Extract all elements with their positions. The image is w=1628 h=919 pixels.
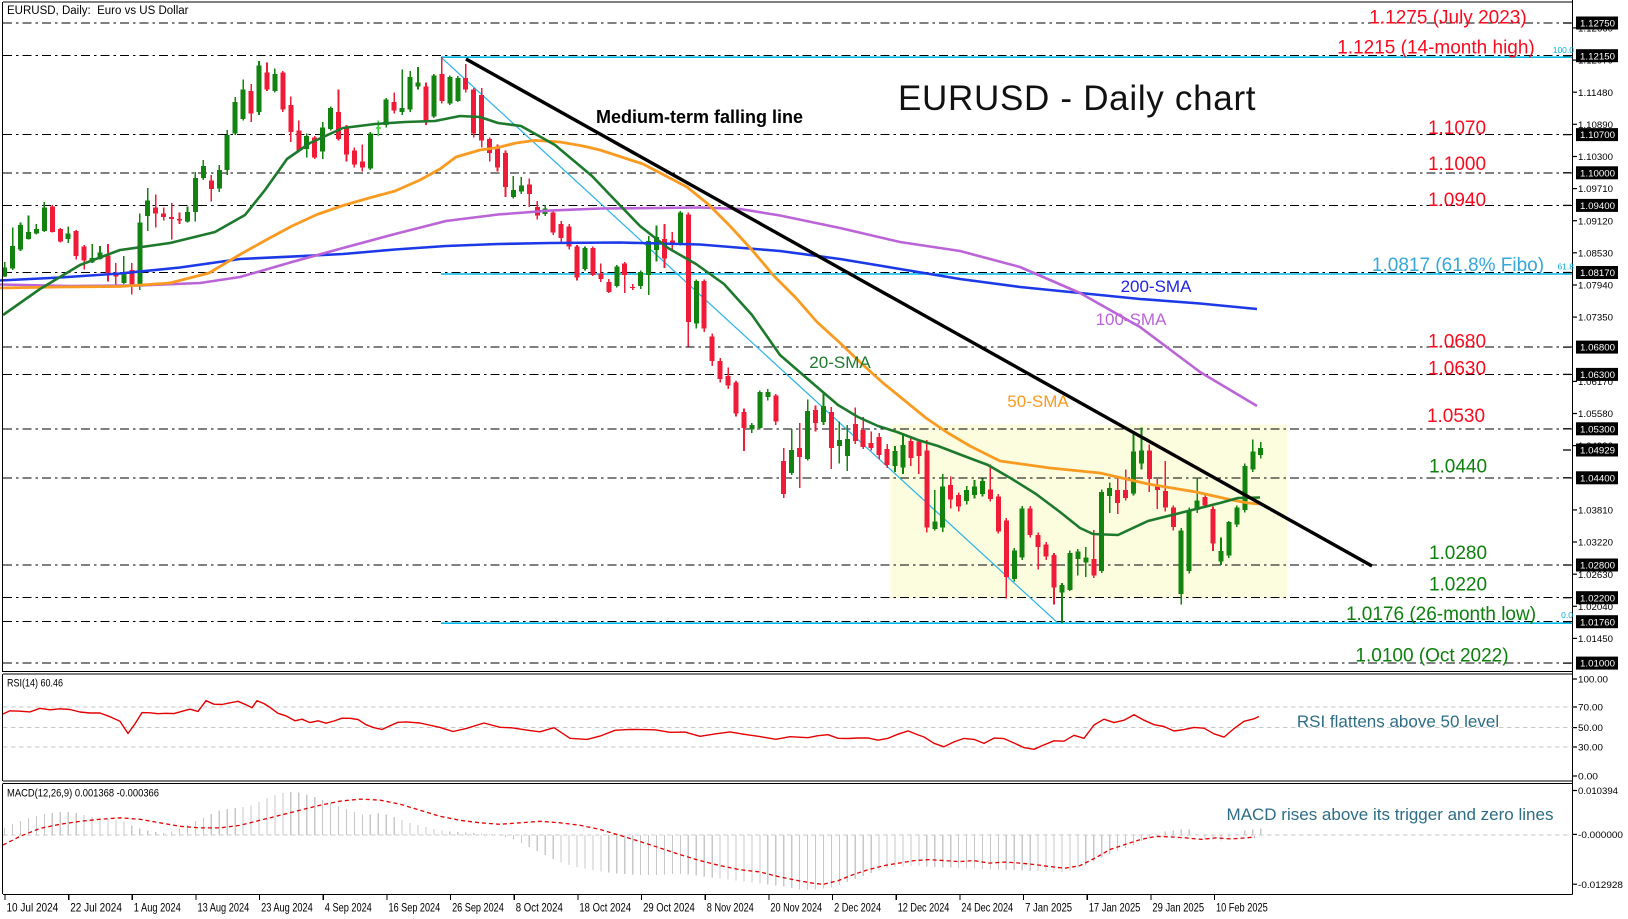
svg-text:1.07940: 1.07940: [1578, 281, 1613, 292]
svg-text:0.010394: 0.010394: [1578, 786, 1618, 797]
svg-text:23 Aug 2024: 23 Aug 2024: [261, 901, 313, 915]
svg-text:EURUSD, Daily: Euro vs US Dol: EURUSD, Daily: Euro vs US Dollar: [7, 5, 189, 17]
svg-text:1.01000: 1.01000: [1580, 659, 1615, 670]
svg-text:1.0680: 1.0680: [1428, 332, 1486, 353]
svg-text:10 Jul 2024: 10 Jul 2024: [7, 901, 59, 915]
svg-text:1.10300: 1.10300: [1578, 152, 1613, 163]
svg-text:-0.012928: -0.012928: [1578, 880, 1623, 891]
svg-text:RSI(14) 60.46: RSI(14) 60.46: [7, 678, 63, 690]
svg-text:0.00: 0.00: [1578, 772, 1598, 783]
svg-text:61.8: 61.8: [1557, 262, 1574, 272]
svg-text:1.05580: 1.05580: [1578, 409, 1613, 420]
svg-text:1.07350: 1.07350: [1578, 313, 1613, 324]
svg-text:24 Dec 2024: 24 Dec 2024: [961, 901, 1013, 915]
svg-text:1.0817 (61.8% Fibo): 1.0817 (61.8% Fibo): [1372, 255, 1544, 276]
svg-text:1.0630: 1.0630: [1428, 359, 1486, 380]
svg-text:1.0100 (Oct 2022): 1.0100 (Oct 2022): [1355, 646, 1508, 667]
svg-text:200-SMA: 200-SMA: [1121, 277, 1193, 296]
svg-text:22 Jul 2024: 22 Jul 2024: [70, 901, 122, 915]
svg-text:29 Oct 2024: 29 Oct 2024: [643, 901, 695, 915]
svg-text:MACD rises above its trigger a: MACD rises above its trigger and zero li…: [1227, 805, 1554, 824]
svg-text:1.0220: 1.0220: [1429, 575, 1487, 596]
svg-text:16 Sep 2024: 16 Sep 2024: [389, 901, 441, 915]
svg-text:100-SMA: 100-SMA: [1096, 310, 1168, 329]
svg-text:13 Aug 2024: 13 Aug 2024: [198, 901, 250, 915]
svg-text:1.01760: 1.01760: [1580, 617, 1615, 628]
svg-text:1.04929: 1.04929: [1580, 446, 1615, 457]
svg-text:18 Oct 2024: 18 Oct 2024: [579, 901, 631, 915]
svg-text:20-SMA: 20-SMA: [809, 353, 871, 372]
svg-text:30.00: 30.00: [1578, 743, 1603, 754]
svg-text:1.0940: 1.0940: [1428, 190, 1486, 211]
svg-text:1.01450: 1.01450: [1578, 634, 1613, 645]
svg-text:1.06300: 1.06300: [1580, 370, 1615, 381]
svg-text:0.0: 0.0: [1561, 610, 1573, 620]
svg-text:1.05300: 1.05300: [1580, 424, 1615, 435]
svg-text:1.0176 (26-month low): 1.0176 (26-month low): [1346, 604, 1536, 625]
svg-text:20 Nov 2024: 20 Nov 2024: [770, 901, 822, 915]
svg-text:1.08530: 1.08530: [1578, 248, 1613, 259]
svg-text:1.02800: 1.02800: [1580, 561, 1615, 572]
svg-text:70.00: 70.00: [1578, 703, 1603, 714]
svg-text:1.08170: 1.08170: [1580, 268, 1615, 279]
svg-text:50-SMA: 50-SMA: [1007, 392, 1069, 411]
svg-text:1.12750: 1.12750: [1580, 19, 1615, 30]
svg-text:1.1215 (14-month high): 1.1215 (14-month high): [1337, 38, 1535, 59]
svg-text:100.00: 100.00: [1578, 675, 1608, 686]
svg-text:1.12150: 1.12150: [1580, 51, 1615, 62]
svg-text:1.11480: 1.11480: [1578, 88, 1613, 99]
svg-text:8 Oct 2024: 8 Oct 2024: [516, 901, 563, 915]
svg-text:1.02200: 1.02200: [1580, 593, 1615, 604]
svg-text:4 Sep 2024: 4 Sep 2024: [325, 901, 372, 915]
svg-text:29 Jan 2025: 29 Jan 2025: [1152, 901, 1204, 915]
svg-text:100.0: 100.0: [1553, 45, 1575, 55]
svg-text:MACD(12,26,9) 0.001368 -0.0003: MACD(12,26,9) 0.001368 -0.000366: [7, 788, 159, 800]
svg-text:1.06170: 1.06170: [1578, 377, 1613, 388]
svg-text:1.02040: 1.02040: [1578, 602, 1613, 613]
svg-text:1 Aug 2024: 1 Aug 2024: [134, 901, 181, 915]
svg-text:1.0280: 1.0280: [1429, 543, 1487, 564]
svg-text:1.1275 (July 2023): 1.1275 (July 2023): [1369, 8, 1526, 29]
svg-text:1.03220: 1.03220: [1578, 538, 1613, 549]
svg-text:RSI flattens above 50 level: RSI flattens above 50 level: [1297, 712, 1499, 731]
svg-text:50.00: 50.00: [1578, 723, 1603, 734]
svg-text:8 Nov 2024: 8 Nov 2024: [707, 901, 754, 915]
svg-text:1.09710: 1.09710: [1578, 184, 1613, 195]
svg-text:1.10000: 1.10000: [1580, 168, 1615, 179]
svg-text:1.10700: 1.10700: [1580, 130, 1615, 141]
svg-text:26 Sep 2024: 26 Sep 2024: [452, 901, 504, 915]
svg-text:1.1000: 1.1000: [1428, 154, 1486, 175]
svg-text:12 Dec 2024: 12 Dec 2024: [898, 901, 950, 915]
svg-text:-0.000000: -0.000000: [1578, 830, 1623, 841]
svg-text:EURUSD - Daily chart: EURUSD - Daily chart: [898, 79, 1256, 118]
svg-text:2 Dec 2024: 2 Dec 2024: [834, 901, 881, 915]
svg-text:1.0530: 1.0530: [1427, 406, 1485, 427]
svg-text:1.06800: 1.06800: [1580, 343, 1615, 354]
svg-text:1.09120: 1.09120: [1578, 216, 1613, 227]
svg-text:17 Jan 2025: 17 Jan 2025: [1089, 901, 1141, 915]
svg-text:1.09400: 1.09400: [1580, 201, 1615, 212]
svg-text:10 Feb 2025: 10 Feb 2025: [1216, 901, 1268, 915]
svg-text:1.1070: 1.1070: [1428, 118, 1486, 139]
svg-text:1.02630: 1.02630: [1578, 570, 1613, 581]
svg-text:1.0440: 1.0440: [1429, 457, 1487, 478]
svg-text:1.04400: 1.04400: [1580, 473, 1615, 484]
svg-text:7 Jan 2025: 7 Jan 2025: [1025, 901, 1072, 915]
svg-text:Medium-term falling line: Medium-term falling line: [596, 107, 803, 127]
svg-text:1.10890: 1.10890: [1578, 120, 1613, 131]
svg-text:1.03810: 1.03810: [1578, 506, 1613, 517]
